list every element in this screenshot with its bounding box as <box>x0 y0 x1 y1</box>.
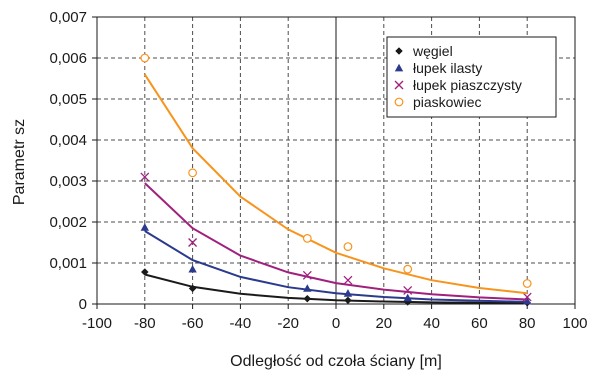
marker-stroke <box>302 270 312 280</box>
data-point <box>403 293 412 302</box>
data-point <box>188 264 197 273</box>
x-tick-label: 0 <box>332 315 340 332</box>
data-point <box>343 289 353 297</box>
y-tick-label: 0,004 <box>49 132 87 149</box>
x-tick-label: -20 <box>277 315 299 332</box>
x-tick-label: -100 <box>82 315 112 332</box>
y-tick-label: 0,002 <box>49 214 87 231</box>
data-point <box>140 53 150 63</box>
legend-marker <box>395 47 403 55</box>
trend-line <box>143 73 528 295</box>
legend-label: węgiel <box>412 43 453 59</box>
data-point <box>522 292 532 302</box>
data-point <box>303 294 312 303</box>
trend-line <box>144 273 528 305</box>
x-tick-label: -60 <box>182 315 204 332</box>
legend-marker <box>394 63 404 72</box>
x-tick-label: 60 <box>471 315 488 332</box>
x-tick-label: 40 <box>423 315 440 332</box>
legend-label: łupek piaszczysty <box>413 77 522 93</box>
data-point <box>188 238 198 247</box>
axes: -100 -80 -60 -40 -20 0 20 40 60 80 100 0 0,001 0,002 0… <box>49 9 587 332</box>
data-point <box>303 284 312 292</box>
legend-label: łupek ilasty <box>413 60 482 76</box>
marker-stroke <box>522 292 532 302</box>
marker-stroke <box>343 275 353 285</box>
data-point <box>522 279 532 288</box>
y-tick-label: 0 <box>79 296 87 313</box>
legend-label: piaskowiec <box>413 94 481 110</box>
data-point <box>523 296 532 305</box>
y-tick-label: 0,007 <box>49 9 87 26</box>
legend-marker <box>394 80 404 90</box>
data-point <box>188 168 198 178</box>
x-axis-title: Odległość od czoła ściany [m] <box>230 353 442 370</box>
data-point <box>302 270 312 280</box>
data-point <box>343 242 353 252</box>
data-point <box>343 275 353 285</box>
x-tick-label: -40 <box>230 315 252 332</box>
data-point <box>140 172 150 182</box>
legend-box <box>386 36 557 118</box>
x-tick-label: -80 <box>134 315 156 332</box>
data-point <box>344 296 352 305</box>
data-point <box>140 223 149 231</box>
y-tick-label: 0,006 <box>49 50 87 67</box>
marker-stroke <box>394 80 404 90</box>
trend-line <box>144 182 528 301</box>
data-point <box>140 268 149 276</box>
y-axis-title: Parametr sz <box>11 119 28 205</box>
y-tick-label: 0,001 <box>49 255 87 272</box>
x-tick-label: 80 <box>519 315 536 332</box>
marker-stroke <box>188 238 198 247</box>
series-layer <box>140 53 532 307</box>
marker-stroke <box>403 286 413 295</box>
data-point <box>188 284 197 293</box>
legend-marker <box>394 97 404 107</box>
y-tick-label: 0,003 <box>49 173 87 190</box>
data-point <box>302 233 312 243</box>
y-tick-label: 0,005 <box>49 91 87 108</box>
trend-line <box>144 230 528 303</box>
marker-stroke <box>140 172 150 182</box>
x-tick-label: 20 <box>375 315 392 332</box>
data-point <box>403 286 413 295</box>
x-tick-label: 100 <box>562 315 587 332</box>
data-point <box>403 264 413 274</box>
